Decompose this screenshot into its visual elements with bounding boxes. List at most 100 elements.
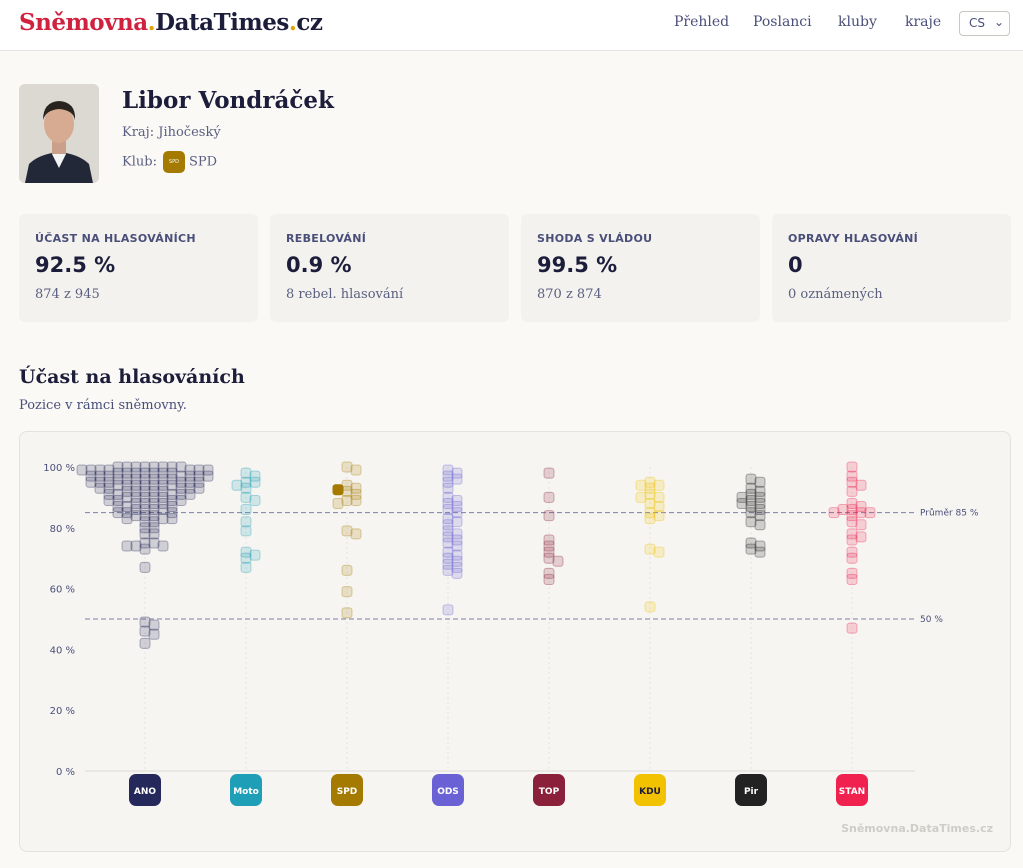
mp-dot [350, 464, 362, 476]
mp-dot [85, 476, 97, 488]
stat-value: 0.9 % [286, 253, 352, 277]
mp-dot [451, 567, 463, 579]
mp-dot [139, 473, 151, 485]
mp-dot [184, 482, 196, 494]
mp-dot [543, 552, 555, 564]
mp-dot [846, 552, 858, 564]
mp-dot [121, 467, 133, 479]
mp-dot [754, 476, 766, 488]
mp-dot [745, 473, 757, 485]
stat-value: 99.5 % [537, 253, 618, 277]
mp-dot [85, 464, 97, 476]
mp-dot [130, 479, 142, 491]
nav-kraje[interactable]: kraje [905, 14, 942, 30]
mp-dot [644, 497, 656, 509]
mp-dot [745, 494, 757, 506]
mp-dot [166, 467, 178, 479]
mp-dot [745, 501, 757, 513]
mp-dot [139, 467, 151, 479]
mp-dot [543, 567, 555, 579]
mp-dot [736, 491, 748, 503]
mp-dot [157, 513, 169, 525]
mp-dot [543, 540, 555, 552]
mp-dot [148, 473, 160, 485]
mp-dot [94, 470, 106, 482]
mp-dot [240, 546, 252, 558]
mp-dot [148, 497, 160, 509]
party-badge [432, 774, 464, 806]
club-value[interactable]: SPD [188, 154, 218, 170]
stat-label: REBELOVÁNÍ [286, 232, 367, 245]
mp-dot [249, 476, 261, 488]
mp-dot [332, 497, 344, 509]
nav-prehled[interactable]: Přehled [674, 14, 730, 30]
mp-dot [240, 476, 252, 488]
mp-dot [148, 619, 160, 631]
mp-club: Klub: SPD SPD [122, 151, 217, 173]
mp-dot [442, 476, 454, 488]
language-select[interactable]: CS ⌄ [959, 11, 1010, 36]
mp-dot [112, 494, 124, 506]
mp-dot [130, 461, 142, 473]
party-label: Pir [744, 787, 759, 797]
nav-kluby[interactable]: kluby [838, 14, 877, 30]
language-value: CS [969, 16, 985, 30]
mp-dot [635, 491, 647, 503]
attendance-chart: 0 % 20 % 40 % 60 % 80 % 100 % Průměr 85 % 50 % A… [19, 431, 1011, 852]
mp-dot [166, 513, 178, 525]
nav-poslanci[interactable]: Poslanci [753, 14, 812, 30]
mp-dot [451, 555, 463, 567]
mp-dot [112, 461, 124, 473]
mp-dot [139, 485, 151, 497]
mp-dot [451, 534, 463, 546]
mp-dot [855, 507, 867, 519]
mp-dot [451, 501, 463, 513]
stat-detail: 870 z 874 [537, 287, 602, 302]
mp-dot [139, 561, 151, 573]
y-tick-label: 60 % [50, 585, 75, 596]
mp-dot [139, 637, 151, 649]
site-logo[interactable]: Sněmovna.DataTimes.cz [19, 9, 323, 36]
mp-dot [175, 488, 187, 500]
mp-dot [442, 604, 454, 616]
mp-dot [653, 479, 665, 491]
mp-dot [736, 497, 748, 509]
section-title: Účast na hlasováních [19, 366, 245, 388]
mp-dot [166, 479, 178, 491]
mp-dot [644, 543, 656, 555]
mp-dot [130, 504, 142, 516]
mp-dot [745, 482, 757, 494]
party-badge [735, 774, 767, 806]
y-tick-label: 20 % [50, 706, 75, 717]
mp-dot [166, 473, 178, 485]
mp-dot [175, 470, 187, 482]
mp-dot [442, 491, 454, 503]
mp-dot [166, 507, 178, 519]
mp-dot [249, 494, 261, 506]
mp-dot [754, 491, 766, 503]
club-label: Klub: [122, 154, 157, 170]
mp-dot [103, 482, 115, 494]
mp-dot [855, 479, 867, 491]
mp-dot [543, 573, 555, 585]
mp-dot [341, 485, 353, 497]
mp-dot [754, 510, 766, 522]
mp-dot [543, 546, 555, 558]
mp-dot [249, 549, 261, 561]
mp-dot [341, 494, 353, 506]
mp-dot [193, 470, 205, 482]
mp-dot [846, 573, 858, 585]
mp-dot [175, 482, 187, 494]
top-bar: Sněmovna.DataTimes.cz Přehled Poslanci k… [0, 0, 1023, 51]
mp-dot [112, 479, 124, 491]
mp-dot [157, 540, 169, 552]
mp-dot [644, 601, 656, 613]
mp-dot [754, 540, 766, 552]
chevron-down-icon: ⌄ [993, 15, 1004, 29]
party-badge [331, 774, 363, 806]
mp-dot [139, 625, 151, 637]
mp-dot [130, 467, 142, 479]
mp-dot [175, 461, 187, 473]
mp-dot [653, 501, 665, 513]
mp-dot [745, 488, 757, 500]
